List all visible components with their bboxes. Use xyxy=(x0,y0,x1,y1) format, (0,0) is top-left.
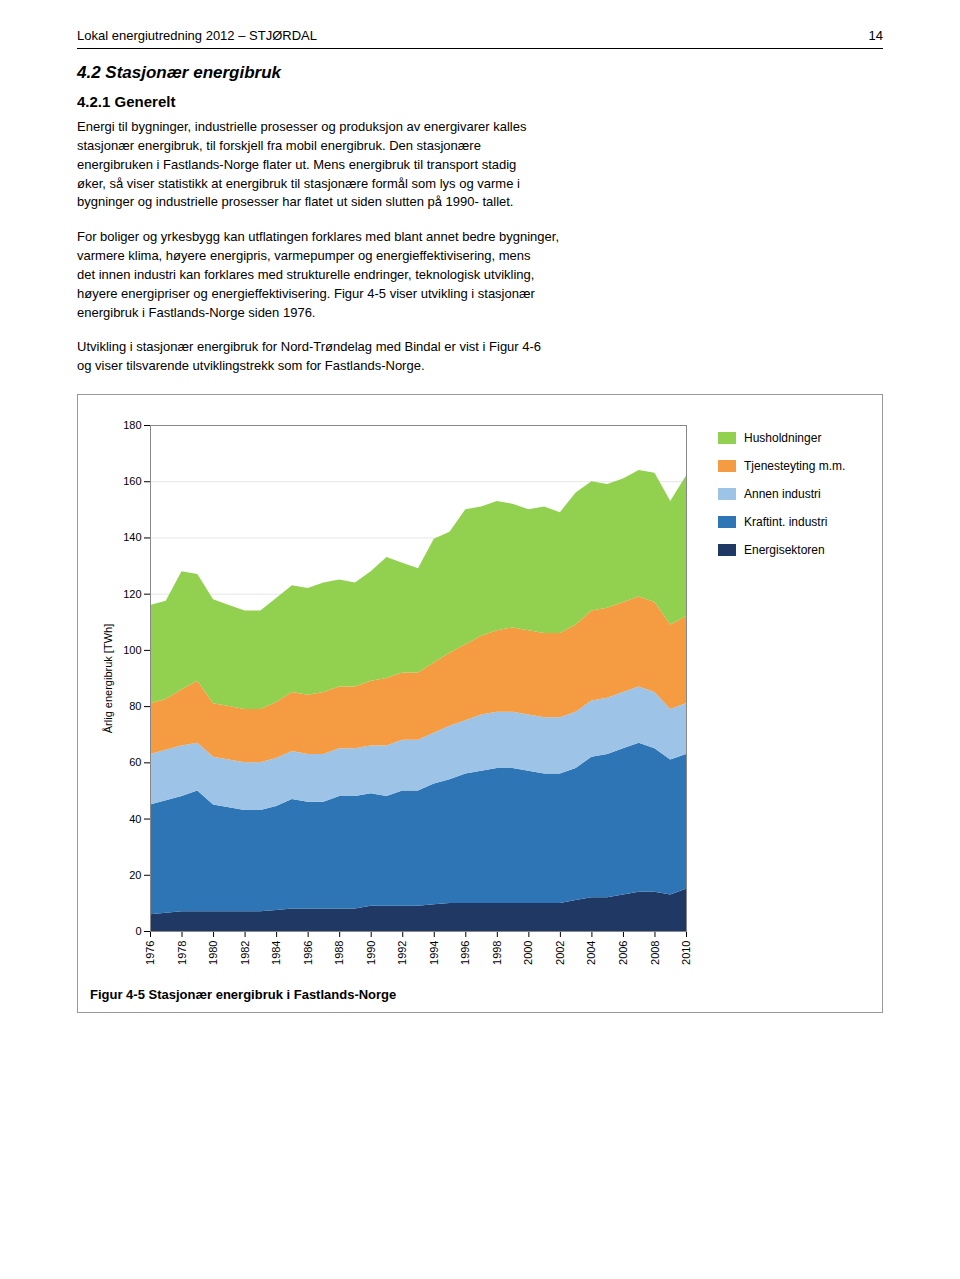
svg-text:180: 180 xyxy=(123,419,141,431)
html-text:Husholdninger: Husholdninger xyxy=(744,431,822,446)
svg-text:1984: 1984 xyxy=(270,941,282,965)
html-text:Annen industri: Annen industri xyxy=(744,487,821,502)
svg-text:1994: 1994 xyxy=(428,941,440,965)
html-text:Kraftint. industri: Kraftint. industri xyxy=(744,515,828,530)
html-text:For boliger og yrkesbygg kan u: For boliger og yrkesbygg kan utflatingen… xyxy=(77,229,559,320)
svg-text:1988: 1988 xyxy=(333,941,345,965)
svg-text:2006: 2006 xyxy=(617,941,629,965)
svg-text:2004: 2004 xyxy=(585,941,597,965)
html-text:Lokal energiutredning 2012 – S: Lokal energiutredning 2012 – STJØRDAL xyxy=(77,28,317,43)
svg-text:1992: 1992 xyxy=(396,941,408,965)
svg-text:80: 80 xyxy=(129,700,141,712)
svg-text:2010: 2010 xyxy=(680,941,692,965)
svg-text:60: 60 xyxy=(129,756,141,768)
svg-text:20: 20 xyxy=(129,869,141,881)
svg-text:2000: 2000 xyxy=(522,941,534,965)
svg-text:1982: 1982 xyxy=(239,941,251,965)
svg-text:100: 100 xyxy=(123,644,141,656)
svg-text:1996: 1996 xyxy=(459,941,471,965)
html-text:14: 14 xyxy=(868,28,883,43)
svg-text:Årlig energibruk [TWh]: Årlig energibruk [TWh] xyxy=(102,624,114,733)
svg-text:1976: 1976 xyxy=(144,941,156,965)
html-text:Figur 4-5 Stasjonær energibruk: Figur 4-5 Stasjonær energibruk i Fastlan… xyxy=(90,987,397,1003)
html-text:Energi til bygninger, industri: Energi til bygninger, industrielle prose… xyxy=(77,119,527,210)
svg-text:120: 120 xyxy=(123,588,141,600)
html-text:Tjenesteyting m.m.: Tjenesteyting m.m. xyxy=(744,459,846,474)
svg-text:0: 0 xyxy=(135,925,141,937)
svg-text:2008: 2008 xyxy=(648,941,660,965)
svg-text:160: 160 xyxy=(123,475,141,487)
svg-text:40: 40 xyxy=(129,813,141,825)
svg-text:1990: 1990 xyxy=(365,941,377,965)
svg-text:140: 140 xyxy=(123,532,141,544)
svg-text:1986: 1986 xyxy=(302,941,314,965)
svg-text:2002: 2002 xyxy=(554,941,566,965)
html-text:4.2 Stasjonær energibruk: 4.2 Stasjonær energibruk xyxy=(77,63,282,82)
html-text:4.2.1 Generelt: 4.2.1 Generelt xyxy=(77,93,176,110)
svg-text:1998: 1998 xyxy=(491,941,503,965)
html-text:Energisektoren: Energisektoren xyxy=(744,543,825,558)
svg-text:1978: 1978 xyxy=(176,941,188,965)
svg-text:1980: 1980 xyxy=(207,941,219,965)
html-text:Utvikling i stasjonær energibr: Utvikling i stasjonær energibruk for Nor… xyxy=(77,339,542,374)
